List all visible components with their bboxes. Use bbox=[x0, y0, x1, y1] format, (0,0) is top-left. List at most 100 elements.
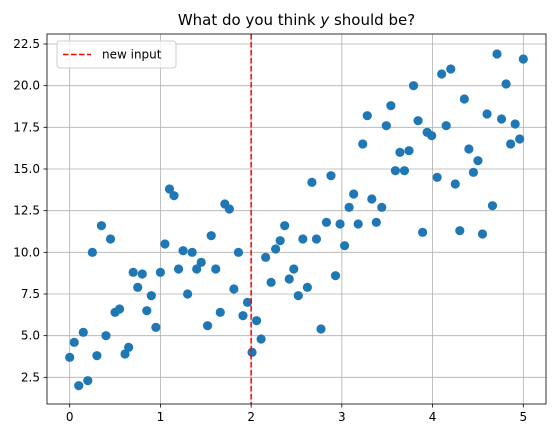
x-tick-label: 0 bbox=[66, 410, 74, 424]
y-tick-label: 15.0 bbox=[13, 162, 40, 176]
data-point bbox=[311, 234, 322, 244]
data-point bbox=[271, 244, 281, 254]
y-tick-label: 17.5 bbox=[13, 120, 40, 134]
data-point bbox=[183, 289, 193, 299]
data-point bbox=[251, 316, 262, 326]
data-point bbox=[371, 217, 381, 227]
x-tick-label: 2 bbox=[247, 410, 255, 424]
data-point bbox=[69, 337, 79, 347]
y-tick-label: 2.5 bbox=[21, 370, 40, 384]
data-point bbox=[518, 54, 528, 64]
data-point bbox=[408, 81, 419, 91]
data-point bbox=[65, 352, 75, 362]
data-point bbox=[464, 144, 474, 154]
data-point bbox=[353, 219, 363, 229]
data-point bbox=[284, 274, 294, 284]
legend-label-new-input: new input bbox=[102, 48, 162, 62]
data-point bbox=[256, 334, 266, 344]
data-point bbox=[446, 64, 456, 74]
data-point bbox=[137, 269, 147, 279]
data-point bbox=[192, 264, 202, 274]
data-point bbox=[289, 264, 299, 274]
data-point bbox=[293, 291, 303, 301]
data-point bbox=[92, 351, 102, 361]
data-point bbox=[395, 147, 405, 157]
data-point bbox=[266, 277, 276, 287]
data-point bbox=[510, 119, 520, 129]
data-point bbox=[151, 322, 161, 332]
y-tick-label: 5.0 bbox=[21, 329, 40, 343]
x-axis-ticks: 0 1 2 3 4 5 bbox=[66, 404, 527, 424]
data-point bbox=[261, 252, 271, 262]
data-point bbox=[105, 234, 116, 244]
data-point bbox=[404, 146, 414, 156]
data-point bbox=[432, 172, 442, 182]
data-point bbox=[196, 257, 206, 267]
data-point bbox=[142, 306, 152, 316]
data-point bbox=[211, 264, 221, 274]
data-point bbox=[206, 231, 216, 241]
data-point bbox=[501, 79, 511, 89]
data-point bbox=[482, 109, 492, 119]
data-point bbox=[164, 184, 175, 194]
data-point bbox=[124, 342, 134, 352]
data-point bbox=[173, 264, 184, 274]
data-point bbox=[233, 247, 244, 257]
x-tick-label: 1 bbox=[157, 410, 165, 424]
legend: new input bbox=[56, 40, 177, 69]
data-point bbox=[96, 221, 107, 231]
legend-box bbox=[56, 40, 177, 69]
data-point bbox=[114, 304, 125, 314]
data-points bbox=[65, 49, 528, 391]
data-point bbox=[160, 239, 170, 249]
data-point bbox=[321, 217, 332, 227]
data-point bbox=[83, 376, 93, 386]
data-point bbox=[468, 167, 479, 177]
chart-title: What do you think y should be? bbox=[178, 11, 415, 29]
data-point bbox=[381, 121, 391, 131]
data-point bbox=[437, 69, 447, 79]
data-point bbox=[133, 282, 143, 292]
plot-area-frame bbox=[46, 33, 547, 405]
data-point bbox=[229, 284, 239, 294]
x-tick-label: 4 bbox=[429, 410, 437, 424]
data-point bbox=[459, 94, 469, 104]
data-point bbox=[418, 227, 428, 237]
data-point bbox=[506, 139, 516, 149]
data-point bbox=[441, 121, 451, 131]
grid-lines bbox=[47, 34, 546, 404]
data-point bbox=[302, 282, 312, 292]
data-point bbox=[155, 267, 166, 277]
data-point bbox=[330, 271, 341, 281]
data-point bbox=[427, 131, 437, 141]
data-point bbox=[492, 49, 502, 59]
data-point bbox=[307, 177, 317, 187]
data-point bbox=[515, 134, 525, 144]
data-point bbox=[344, 202, 354, 212]
data-point bbox=[450, 179, 460, 189]
data-point bbox=[215, 307, 225, 317]
data-point bbox=[362, 111, 372, 121]
data-point bbox=[390, 166, 400, 176]
data-point bbox=[487, 201, 498, 211]
data-point bbox=[238, 311, 248, 321]
data-point bbox=[202, 321, 213, 331]
data-point bbox=[477, 229, 488, 239]
data-point bbox=[242, 297, 253, 307]
y-tick-label: 12.5 bbox=[13, 204, 40, 218]
y-tick-label: 20.0 bbox=[13, 79, 40, 93]
y-tick-label: 7.5 bbox=[21, 287, 40, 301]
data-point bbox=[224, 204, 234, 214]
data-point bbox=[496, 114, 507, 124]
data-point bbox=[280, 221, 290, 231]
data-point bbox=[178, 246, 188, 256]
y-tick-label: 22.5 bbox=[13, 37, 40, 51]
data-point bbox=[74, 381, 84, 391]
y-tick-label: 10.0 bbox=[13, 245, 40, 259]
data-point bbox=[326, 171, 336, 181]
data-point bbox=[316, 324, 326, 334]
data-point bbox=[386, 101, 396, 111]
y-axis-ticks: 2.5 5.0 7.5 10.0 12.5 15.0 17.5 20.0 22.5 bbox=[13, 37, 47, 384]
data-point bbox=[399, 166, 410, 176]
